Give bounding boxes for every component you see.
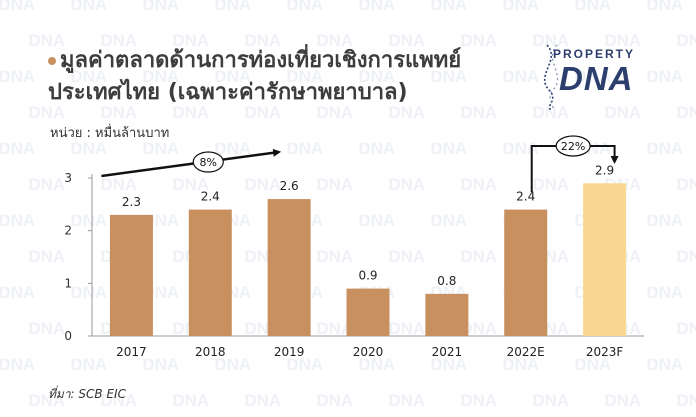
y-tick-label: 0 xyxy=(64,329,72,343)
bar-2017 xyxy=(109,214,153,336)
y-tick-label: 2 xyxy=(64,224,72,238)
growth-badge-1-label: 8% xyxy=(200,156,217,169)
bar-2018 xyxy=(188,209,232,336)
bar-2023F xyxy=(583,183,627,336)
chart-title-line2: ประเทศไทย (เฉพาะค่ารักษาพยาบาล) xyxy=(48,80,408,105)
data-label-2019: 2.6 xyxy=(280,179,299,193)
category-label-2021: 2021 xyxy=(432,345,463,359)
category-label-2017: 2017 xyxy=(116,345,147,359)
y-tick-label: 3 xyxy=(64,171,72,185)
property-dna-logo: PROPERTY DNA xyxy=(537,40,657,110)
bar-2022E xyxy=(504,209,548,336)
title-accent-dot xyxy=(48,57,56,65)
y-axis-unit-label: หน่วย : หมื่นล้านบาท xyxy=(50,126,170,141)
data-label-2023F: 2.9 xyxy=(595,163,614,177)
y-tick-label: 1 xyxy=(64,276,72,290)
growth-badge-1 xyxy=(192,151,224,173)
chart-title-line1: มูลค่าตลาดด้านการท่องเที่ยวเชิงการแพทย์ xyxy=(48,42,461,77)
growth-badge-2-label: 22% xyxy=(561,140,585,153)
chart-title-line1-text: มูลค่าตลาดด้านการท่องเที่ยวเชิงการแพทย์ xyxy=(60,48,462,73)
dna-helix-icon xyxy=(543,44,559,110)
bar-2020 xyxy=(346,288,390,336)
growth-arrow-1 xyxy=(101,148,282,178)
data-label-2018: 2.4 xyxy=(201,190,220,204)
data-label-2021: 0.8 xyxy=(437,274,456,288)
data-label-2020: 0.9 xyxy=(358,269,377,283)
category-label-2019: 2019 xyxy=(274,345,305,359)
data-label-2017: 2.3 xyxy=(122,195,141,209)
category-label-2022E: 2022E xyxy=(507,345,545,359)
category-label-2018: 2018 xyxy=(195,345,226,359)
category-label-2020: 2020 xyxy=(353,345,384,359)
category-label-2023F: 2023F xyxy=(586,345,624,359)
data-label-2022E: 2.4 xyxy=(516,190,535,204)
growth-badge-2 xyxy=(555,135,591,157)
bar-2021 xyxy=(425,293,469,336)
logo-line1: PROPERTY xyxy=(553,47,636,61)
source-note: ที่มา: SCB EIC xyxy=(48,387,126,401)
bar-2019 xyxy=(267,199,311,336)
logo-line2: DNA xyxy=(559,60,634,97)
